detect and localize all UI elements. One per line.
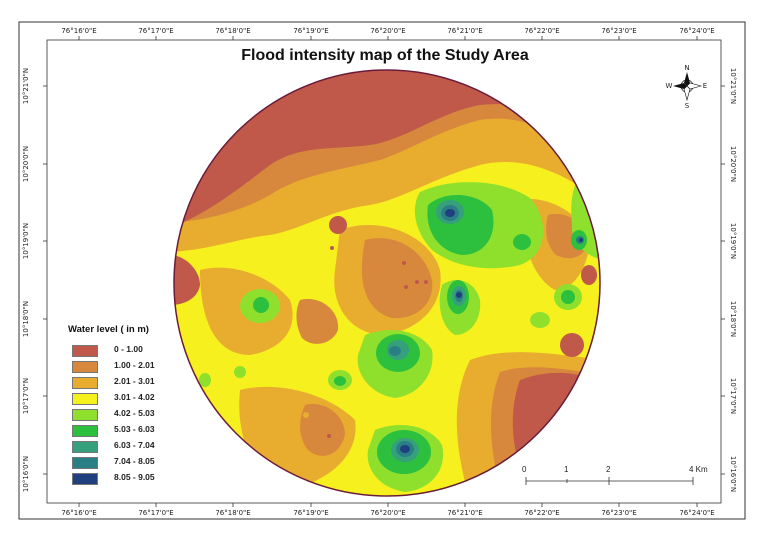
- legend-swatch: [72, 361, 98, 373]
- legend-label: 8.05 - 9.05: [114, 472, 155, 482]
- legend-label: 1.00 - 2.01: [114, 360, 155, 370]
- legend-label: 5.03 - 6.03: [114, 424, 155, 434]
- longitude-tick-label: 76°16'0"E: [61, 27, 97, 35]
- legend-label: 2.01 - 3.01: [114, 376, 155, 386]
- east-label: E: [703, 82, 707, 90]
- longitude-tick-label: 76°19'0"E: [293, 509, 329, 517]
- longitude-tick-label: 76°22'0"E: [524, 27, 560, 35]
- compass-rose-icon: [673, 72, 703, 102]
- legend-title: Water level ( in m): [68, 324, 149, 335]
- legend-swatch: [72, 345, 98, 357]
- north-label: N: [684, 64, 689, 72]
- longitude-tick-label: 76°23'0"E: [601, 509, 637, 517]
- longitude-tick-label: 76°20'0"E: [370, 509, 406, 517]
- scale-bar: [525, 477, 694, 485]
- latitude-tick-label: 10°16'0"N: [22, 455, 30, 493]
- scale-bar-label: 1: [564, 465, 569, 474]
- legend-swatch: [72, 425, 98, 437]
- legend-swatch: [72, 393, 98, 405]
- latitude-tick-label: 10°18'0"N: [22, 300, 30, 338]
- south-label: S: [685, 102, 690, 110]
- latitude-tick-label: 10°17'0"N: [22, 377, 30, 415]
- legend-label: 3.01 - 4.02: [114, 392, 155, 402]
- longitude-tick-label: 76°18'0"E: [215, 509, 251, 517]
- longitude-tick-label: 76°21'0"E: [447, 509, 483, 517]
- graticule-ticks: [43, 36, 725, 507]
- longitude-tick-label: 76°16'0"E: [61, 509, 97, 517]
- legend-label: 6.03 - 7.04: [114, 440, 155, 450]
- legend-label: 4.02 - 5.03: [114, 408, 155, 418]
- longitude-tick-label: 76°18'0"E: [215, 27, 251, 35]
- scale-bar-label: 2: [606, 465, 611, 474]
- longitude-tick-label: 76°22'0"E: [524, 509, 560, 517]
- legend-label: 7.04 - 8.05: [114, 456, 155, 466]
- longitude-tick-label: 76°23'0"E: [601, 27, 637, 35]
- flood-intensity-raster: [174, 70, 600, 496]
- longitude-tick-label: 76°24'0"E: [679, 27, 715, 35]
- legend-swatch: [72, 377, 98, 389]
- study-area-boundary: [173, 69, 601, 497]
- legend-swatch: [72, 473, 98, 485]
- latitude-tick-label: 10°18'0"N: [729, 300, 737, 338]
- legend-swatch: [72, 441, 98, 453]
- latitude-tick-label: 10°20'0"N: [22, 145, 30, 183]
- latitude-tick-label: 10°21'0"N: [729, 67, 737, 105]
- west-label: W: [666, 82, 673, 90]
- latitude-tick-label: 10°20'0"N: [729, 145, 737, 183]
- latitude-tick-label: 10°19'0"N: [22, 222, 30, 260]
- map-title: Flood intensity map of the Study Area: [241, 47, 529, 64]
- legend-swatch: [72, 409, 98, 421]
- longitude-tick-label: 76°17'0"E: [138, 27, 174, 35]
- longitude-tick-label: 76°20'0"E: [370, 27, 406, 35]
- longitude-tick-label: 76°21'0"E: [447, 27, 483, 35]
- latitude-tick-label: 10°19'0"N: [729, 222, 737, 260]
- latitude-tick-label: 10°21'0"N: [22, 67, 30, 105]
- scale-bar-label: 4 Km: [689, 465, 708, 474]
- latitude-tick-label: 10°16'0"N: [729, 455, 737, 493]
- legend-swatch: [72, 457, 98, 469]
- scale-bar-label: 0: [522, 465, 527, 474]
- longitude-tick-label: 76°17'0"E: [138, 509, 174, 517]
- legend-label: 0 - 1.00: [114, 344, 143, 354]
- longitude-tick-label: 76°24'0"E: [679, 509, 715, 517]
- latitude-tick-label: 10°17'0"N: [729, 377, 737, 415]
- longitude-tick-label: 76°19'0"E: [293, 27, 329, 35]
